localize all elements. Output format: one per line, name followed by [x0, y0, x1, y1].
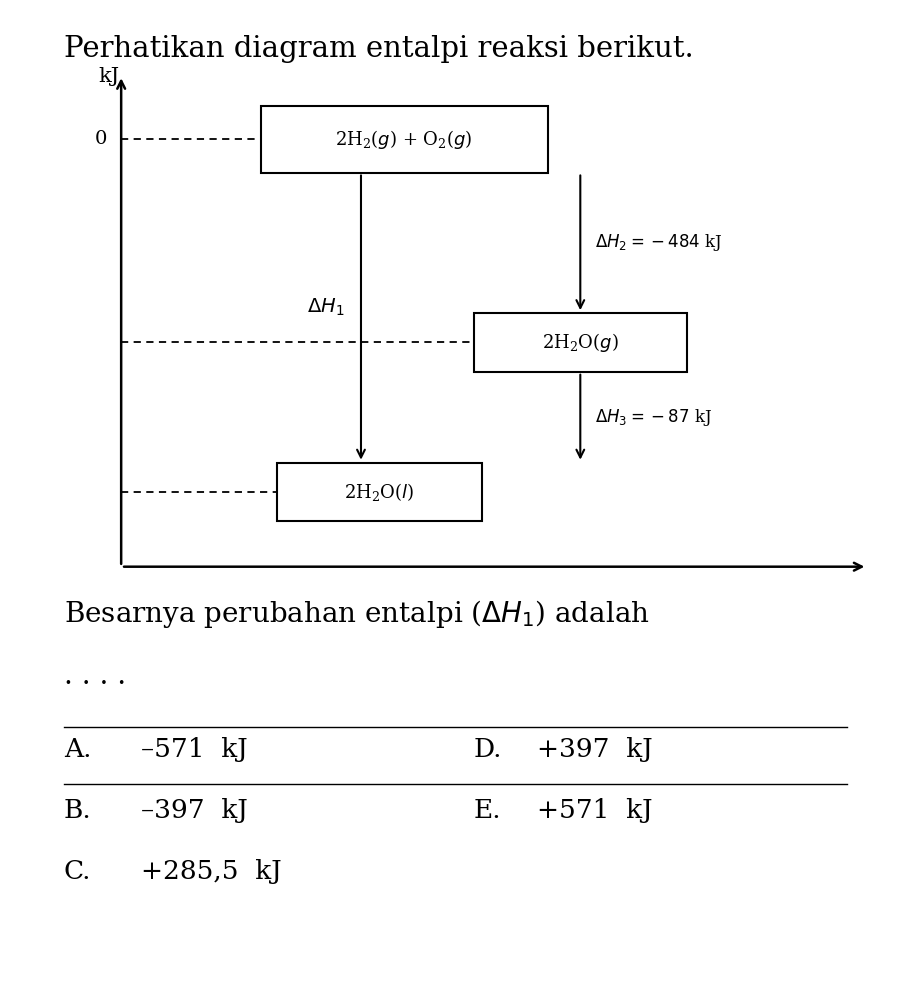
- Bar: [277, 463, 482, 521]
- Text: kJ: kJ: [98, 67, 119, 86]
- Text: E.: E.: [474, 798, 501, 823]
- Text: Perhatikan diagram entalpi reaksi berikut.: Perhatikan diagram entalpi reaksi beriku…: [64, 35, 693, 62]
- Bar: [261, 107, 548, 172]
- Text: . . . .: . . . .: [64, 663, 126, 689]
- Text: $\mathregular{2H_2O}$($\mathregular{\it{l}}$): $\mathregular{2H_2O}$($\mathregular{\it{…: [344, 481, 415, 503]
- Text: +571  kJ: +571 kJ: [537, 798, 653, 823]
- Text: $\mathregular{2H_2O}$($\mathregular{\it{g}}$): $\mathregular{2H_2O}$($\mathregular{\it{…: [542, 331, 619, 354]
- Text: A.: A.: [64, 737, 91, 762]
- Text: D.: D.: [474, 737, 502, 762]
- Text: 0: 0: [95, 131, 107, 148]
- Text: $\Delta H_2 = -484$ kJ: $\Delta H_2 = -484$ kJ: [595, 232, 722, 253]
- Text: +397  kJ: +397 kJ: [537, 737, 653, 762]
- Text: +285,5  kJ: +285,5 kJ: [141, 859, 282, 884]
- Text: –571  kJ: –571 kJ: [141, 737, 248, 762]
- Text: C.: C.: [64, 859, 91, 884]
- Text: $\Delta H_1$: $\Delta H_1$: [307, 297, 344, 317]
- Text: –397  kJ: –397 kJ: [141, 798, 248, 823]
- Text: $\mathregular{2H_2}$($\mathregular{\it{g}}$) + $\mathregular{O_2}$($\mathregular: $\mathregular{2H_2}$($\mathregular{\it{g…: [335, 128, 473, 151]
- Text: $\Delta H_3 = -87$ kJ: $\Delta H_3 = -87$ kJ: [595, 406, 712, 427]
- Bar: [474, 313, 687, 372]
- Text: B.: B.: [64, 798, 91, 823]
- Text: Besarnya perubahan entalpi ($\Delta H_1$) adalah: Besarnya perubahan entalpi ($\Delta H_1$…: [64, 598, 650, 630]
